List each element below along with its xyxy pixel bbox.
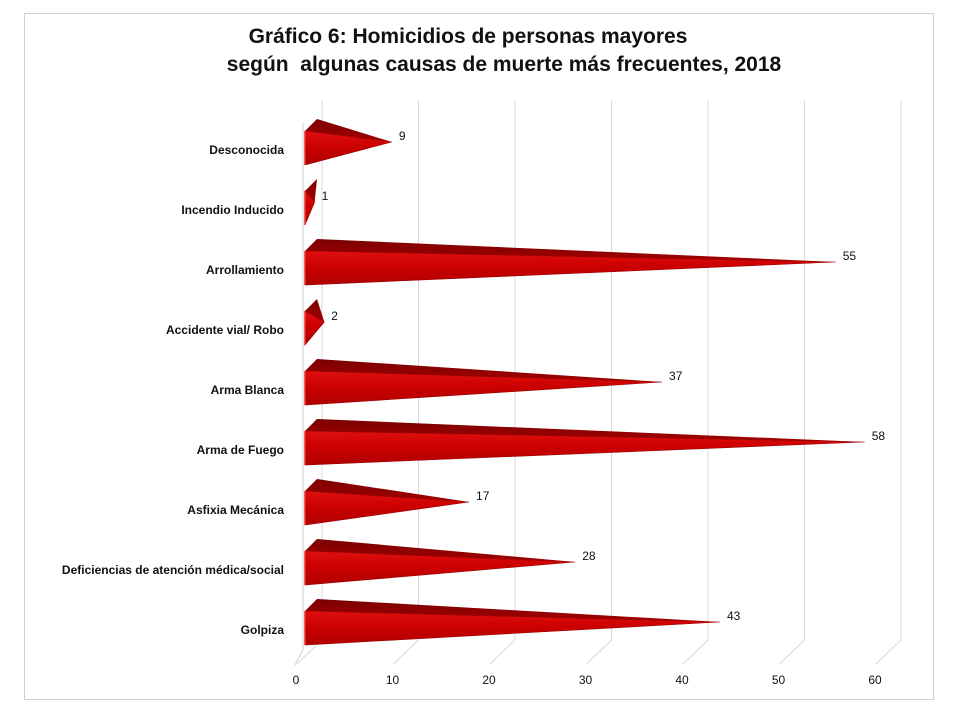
bar-top-face	[305, 359, 663, 382]
bar-top-face	[305, 539, 576, 562]
data-label: 43	[727, 609, 741, 623]
x-tick-label: 40	[675, 673, 689, 687]
category-label: Accidente vial/ Robo	[166, 323, 284, 337]
y-axis-floor	[294, 649, 304, 666]
category-label: Arma Blanca	[211, 383, 285, 397]
bar-top-face	[305, 599, 720, 622]
bar-top-face	[305, 119, 392, 142]
gridline-floor	[682, 639, 709, 665]
category-label: Arma de Fuego	[197, 443, 284, 457]
data-label: 55	[843, 249, 857, 263]
x-tick-label: 50	[772, 673, 786, 687]
chart-title: Gráfico 6: Homicidios de personas mayore…	[248, 25, 688, 48]
category-label: Deficiencias de atención médica/social	[62, 563, 284, 577]
category-label: Incendio Inducido	[181, 203, 284, 217]
data-label: 28	[582, 549, 596, 563]
bar-top-face	[305, 479, 470, 502]
gridline-floor	[875, 639, 902, 665]
category-label: Asfixia Mecánica	[187, 503, 284, 517]
category-label: Golpiza	[241, 623, 285, 637]
data-label: 2	[331, 309, 338, 323]
bar-top-face	[305, 239, 836, 262]
chart-subtitle: según algunas causas de muerte más frecu…	[226, 53, 782, 76]
chart-frame	[24, 13, 934, 700]
x-tick-label: 10	[386, 673, 400, 687]
category-label: Desconocida	[209, 143, 284, 157]
gridline-floor	[586, 639, 612, 665]
bar-top-face	[305, 179, 317, 202]
gridline-floor	[489, 639, 516, 665]
bar-top-face	[305, 419, 865, 442]
gridline-floor	[779, 639, 805, 665]
x-tick-label: 20	[482, 673, 496, 687]
category-label: Arrollamiento	[206, 263, 284, 277]
x-tick-label: 0	[293, 673, 300, 687]
data-label: 37	[669, 369, 683, 383]
gridline-floor	[393, 639, 419, 665]
data-label: 9	[399, 129, 406, 143]
bar-top-face	[305, 299, 325, 322]
x-tick-label: 30	[579, 673, 593, 687]
data-label: 1	[322, 189, 329, 203]
x-tick-label: 60	[868, 673, 882, 687]
bars	[304, 119, 865, 646]
data-label: 58	[872, 429, 886, 443]
data-label: 17	[476, 489, 490, 503]
labels: 0 10 20 30 40 50 60 Desconocida 9 Incendio Induci…	[62, 129, 885, 687]
